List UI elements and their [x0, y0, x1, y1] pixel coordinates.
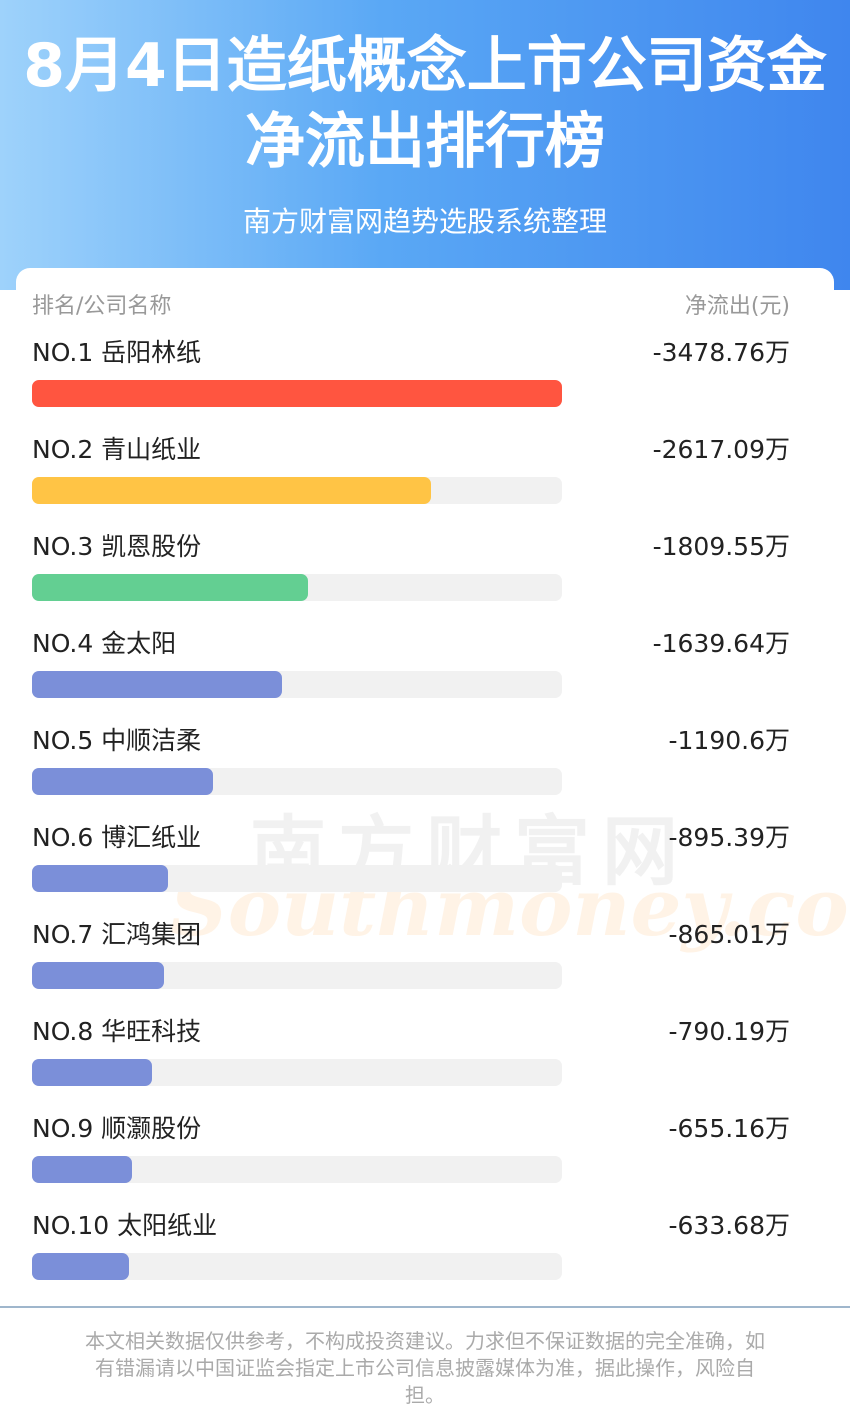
category-label: NO.2 青山纸业 [32, 435, 202, 464]
value-label: -3478.76万 [652, 338, 790, 367]
category-label: NO.7 汇鸿集团 [32, 920, 202, 949]
category-label: NO.9 顺灏股份 [32, 1114, 202, 1143]
bar [32, 768, 214, 795]
value-label: -633.68万 [668, 1211, 791, 1240]
bar [32, 865, 169, 892]
category-label: NO.3 凯恩股份 [32, 532, 202, 561]
category-label: NO.8 华旺科技 [32, 1017, 202, 1046]
bar [32, 671, 282, 698]
value-label: -790.19万 [668, 1017, 791, 1046]
category-header: 排名/公司名称 [32, 294, 172, 319]
subtitle: 南方财富网趋势选股系统整理 [242, 205, 607, 238]
bar [32, 1156, 132, 1183]
disclaimer: 本文相关数据仅供参考，不构成投资建议。力求但不保证数据的完全准确，如有错漏请以中… [85, 1329, 765, 1407]
header-background [0, 0, 850, 290]
bar [32, 380, 562, 407]
value-label: -865.01万 [668, 920, 791, 949]
value-label: -895.39万 [668, 823, 791, 852]
value-label: -1809.55万 [652, 532, 790, 561]
bar [32, 574, 308, 601]
category-label: NO.1 岳阳林纸 [32, 338, 202, 367]
bar [32, 1253, 129, 1280]
bar [32, 477, 431, 504]
value-header: 净流出(元) [684, 294, 790, 319]
title: 8月4日造纸概念上市公司资金净流出排行榜 [23, 31, 827, 177]
value-label: -1639.64万 [652, 629, 790, 658]
category-label: NO.4 金太阳 [32, 629, 177, 658]
value-label: -1190.6万 [668, 726, 791, 755]
bar [32, 962, 164, 989]
value-label: -655.16万 [668, 1114, 791, 1143]
bar [32, 1059, 153, 1086]
divider [0, 1306, 850, 1308]
value-label: -2617.09万 [652, 435, 790, 464]
category-label: NO.5 中顺洁柔 [32, 726, 202, 755]
category-label: NO.10 太阳纸业 [32, 1211, 218, 1240]
category-label: NO.6 博汇纸业 [32, 823, 202, 852]
